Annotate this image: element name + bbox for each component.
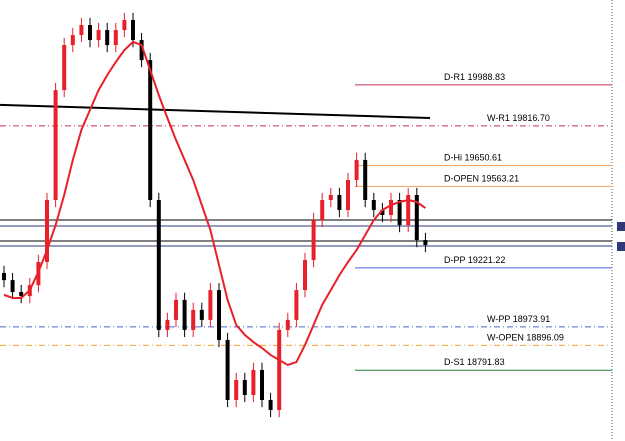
level-name: W-R1 [487, 113, 510, 123]
level-label: D-OPEN 19563.21 [444, 173, 519, 183]
level-label: D-S1 18791.83 [444, 357, 505, 367]
price-marker [617, 221, 625, 231]
candle-body [277, 329, 282, 411]
candle-body [320, 199, 325, 221]
candle-body [45, 199, 49, 262]
level-name: D-R1 [444, 72, 465, 82]
candle-body [337, 194, 342, 211]
level-value: 19650.61 [465, 153, 503, 163]
candle-body [10, 280, 15, 293]
level-name: D-PP [444, 255, 465, 265]
candle-body [88, 25, 92, 41]
candle-body [96, 30, 101, 41]
candle-body [423, 240, 428, 246]
candle-body [191, 309, 196, 330]
level-value: 18791.83 [467, 357, 505, 367]
candle-body [242, 379, 247, 395]
level-value: 19563.21 [482, 173, 520, 183]
level-value: 19221.22 [468, 255, 506, 265]
moving-average [3, 40, 426, 367]
candle-body [389, 199, 393, 216]
candle-body [217, 290, 221, 340]
candle-body [174, 299, 178, 320]
candle-body [131, 20, 135, 41]
candle-body [328, 194, 333, 200]
candle-body [182, 299, 187, 330]
candle-body [380, 210, 385, 216]
trendline [0, 103, 431, 119]
candle-body [62, 45, 67, 91]
level-name: D-OPEN [444, 173, 479, 183]
candle-body [363, 159, 368, 200]
level-label: D-R1 19988.83 [444, 72, 505, 82]
level-name: D-Hi [444, 153, 462, 163]
level-value: 19988.83 [468, 72, 506, 82]
candle-body [397, 199, 402, 226]
candle-body [156, 199, 161, 330]
candle-body [354, 159, 359, 180]
level-label: D-Hi 19650.61 [444, 153, 502, 163]
candle-body [208, 290, 213, 320]
candle-body [105, 30, 110, 46]
candle-body [234, 379, 239, 400]
level-label: W-R1 19816.70 [487, 113, 550, 123]
candle-body [148, 60, 153, 200]
candle-body [165, 319, 170, 330]
price-marker [617, 242, 625, 252]
candle-body [199, 309, 204, 320]
candle-body [346, 179, 350, 211]
level-value: 19816.70 [512, 113, 550, 123]
level-name: W-PP [487, 314, 510, 324]
candle-body [406, 194, 411, 226]
candle-body [268, 399, 273, 411]
candle-body [294, 290, 299, 320]
candle-body [122, 20, 127, 31]
level-value: 18973.91 [513, 314, 551, 324]
candle-body [311, 220, 316, 261]
candle-body [285, 319, 290, 330]
candle-body [19, 292, 24, 297]
candle-body [113, 30, 118, 46]
candle-body [251, 369, 256, 395]
level-label: W-PP 18973.91 [487, 314, 550, 324]
candle-body [53, 90, 58, 200]
candle-body [414, 194, 419, 241]
candle-body [139, 40, 144, 61]
level-name: D-S1 [444, 357, 465, 367]
candle-body [79, 25, 84, 36]
candle-body [2, 272, 6, 281]
level-name: W-OPEN [487, 332, 524, 342]
candle-body [371, 199, 376, 211]
level-label: W-OPEN 18896.09 [487, 332, 564, 342]
candle-body [70, 35, 75, 46]
level-label: D-PP 19221.22 [444, 255, 505, 265]
candle-body [260, 369, 264, 400]
candle-body [225, 339, 230, 400]
candle-body [303, 260, 307, 291]
level-value: 18896.09 [526, 332, 564, 342]
